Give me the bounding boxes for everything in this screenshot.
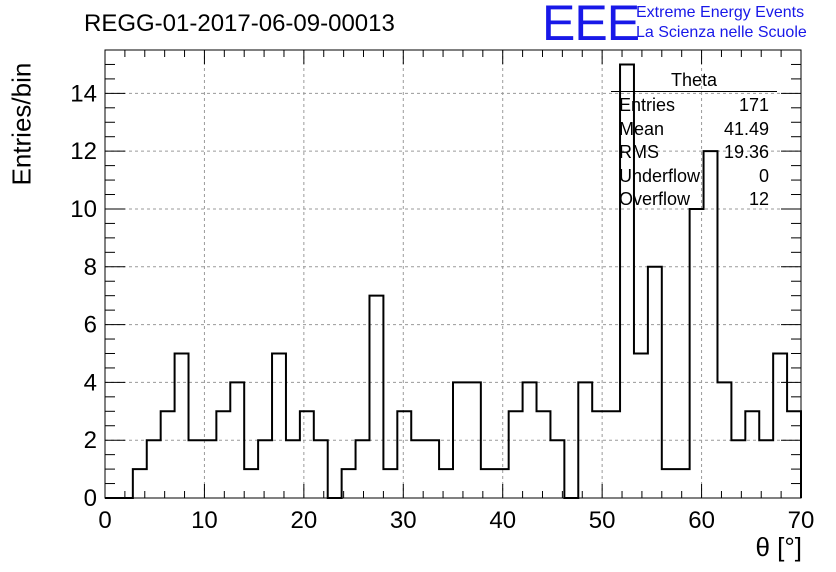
histogram-bin	[272, 353, 286, 498]
stats-value: 171	[738, 95, 769, 115]
x-tick-label: 50	[589, 507, 616, 534]
plot-frame	[104, 49, 802, 499]
eee-logo: EEE	[542, 0, 640, 51]
histogram-bin	[314, 440, 328, 498]
stats-title: Theta	[670, 70, 718, 90]
x-axis-label: θ [°]	[755, 532, 802, 562]
x-tick-label: 70	[788, 507, 815, 534]
histogram-bin	[216, 411, 230, 498]
stats-box: Theta Entries 171 Mean 41.49 RMS 19.36 U…	[611, 70, 777, 212]
y-tick-label: 8	[84, 254, 97, 281]
stats-value: 41.49	[723, 118, 769, 139]
histogram-bin	[397, 411, 411, 498]
histogram-bin	[383, 469, 397, 498]
y-axis-label: Entries/bin	[6, 62, 37, 186]
histogram-bin	[606, 411, 620, 498]
histogram-bin	[634, 353, 648, 498]
x-tick-label: 20	[291, 507, 318, 534]
histogram-bin	[759, 440, 773, 498]
histogram-bin	[147, 440, 161, 498]
histogram-bin	[509, 411, 523, 498]
histogram-bin	[745, 411, 759, 498]
histogram-bin	[300, 411, 314, 498]
logo-line-2: La Scienza nelle Scuole	[636, 24, 807, 41]
histogram-bin	[356, 440, 370, 498]
histogram-bin	[244, 469, 258, 498]
y-tick-label: 2	[84, 427, 97, 454]
histogram-bin	[161, 411, 175, 498]
stats-label: Mean	[619, 118, 665, 139]
histogram-bin	[189, 440, 203, 498]
stats-row-entries: Entries 171	[611, 94, 777, 118]
y-tick-label: 6	[84, 312, 97, 339]
histogram-bin	[425, 440, 439, 498]
x-tick-label: 60	[688, 507, 715, 534]
y-tick-label: 10	[70, 196, 97, 223]
stats-row-underflow: Underflow 0	[611, 165, 777, 189]
histogram-bin	[537, 411, 551, 498]
histogram-bin	[662, 469, 676, 498]
x-tick-label: 0	[98, 507, 111, 534]
stats-value: 12	[748, 189, 769, 209]
histogram-bin	[286, 440, 300, 498]
histogram-outline	[105, 63, 802, 499]
y-tick-label: 12	[70, 138, 97, 165]
histogram-bin	[523, 382, 537, 498]
histogram-bin	[592, 411, 606, 498]
y-tick-label: 14	[70, 80, 97, 107]
logo-line-1: Extreme Energy Events	[636, 4, 805, 21]
x-tick-label: 10	[191, 507, 218, 534]
stats-label: Underflow	[619, 165, 701, 186]
histogram-bin	[773, 353, 787, 498]
stats-row-rms: RMS 19.36	[611, 141, 777, 165]
histogram-bin	[495, 469, 509, 498]
stats-separator	[611, 91, 777, 92]
stats-label: RMS	[619, 142, 659, 162]
y-tick-label: 4	[84, 369, 97, 396]
stats-row-overflow: Overflow 12	[611, 188, 777, 212]
stats-value: 19.36	[723, 142, 769, 162]
x-tick-label: 30	[390, 507, 417, 534]
histogram-bin	[439, 469, 453, 498]
histogram-bin	[731, 440, 745, 498]
histogram-bin	[550, 440, 564, 498]
stats-label: Entries	[619, 95, 676, 115]
histogram-bin	[676, 469, 690, 498]
histogram-bin	[369, 296, 383, 498]
stats-row-mean: Mean 41.49	[611, 118, 777, 142]
stats-label: Overflow	[619, 189, 691, 209]
histogram-bin	[258, 440, 272, 498]
histogram-bin	[175, 353, 189, 498]
stats-value: 0	[758, 165, 769, 186]
y-tick-label: 0	[84, 485, 97, 512]
histogram-bin	[411, 440, 425, 498]
x-tick-label: 40	[489, 507, 516, 534]
chart-title: REGG-01-2017-06-09-00013	[84, 10, 395, 37]
